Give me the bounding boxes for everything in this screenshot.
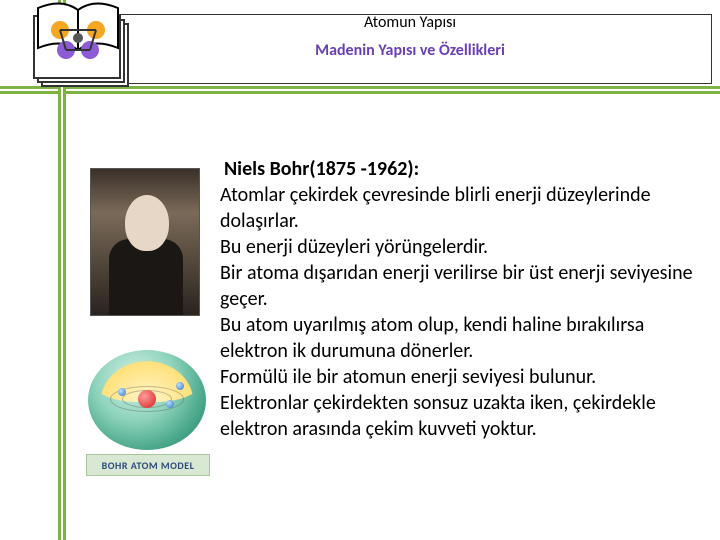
slide-body-text: Niels Bohr(1875 -1962): Atomlar çekirdek… [220,156,712,442]
book-atom-logo-icon [28,0,138,90]
bohr-atom-model-image [88,350,206,450]
header-banner: Atomun Yapısı Madenin Yapısı ve Özellikl… [108,14,712,84]
page-subtitle: Madenin Yapısı ve Özellikleri [109,41,711,60]
scientist-portrait [90,168,200,316]
page-topic-title: Atomun Yapısı [364,13,456,32]
body-heading: Niels Bohr(1875 -1962): [224,156,712,182]
atom-model-caption: BOHR ATOM MODEL [86,454,210,476]
body-paragraph: Atomlar çekirdek çevresinde blirli enerj… [220,183,693,441]
